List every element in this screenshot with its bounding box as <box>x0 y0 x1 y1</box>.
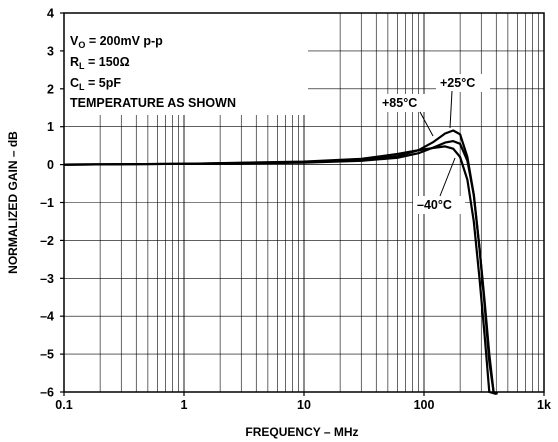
y-tick-label: –3 <box>40 272 54 286</box>
x-tick-label: 0.1 <box>55 398 72 412</box>
conditions-box <box>64 13 308 115</box>
y-tick-label: 1 <box>47 120 54 134</box>
leader-85 <box>419 111 434 137</box>
x-tick-label: 1k <box>537 398 551 412</box>
condition-rl: RL = 150Ω <box>70 55 130 71</box>
y-tick-label: –2 <box>40 234 54 248</box>
x-tick-label: 1 <box>181 398 188 412</box>
annotation-minus40c: –40°C <box>417 198 452 212</box>
series-line-0 <box>63 145 497 395</box>
label-85-bg <box>378 94 432 112</box>
condition-temperature: TEMPERATURE AS SHOWN <box>70 96 236 110</box>
x-axis-label: FREQUENCY – MHz <box>245 425 358 439</box>
y-tick-label: 3 <box>47 44 54 58</box>
x-tick-label: 10 <box>297 398 311 412</box>
condition-cl: CL = 5pF <box>70 76 121 92</box>
y-tick-label: 0 <box>47 158 54 172</box>
y-tick-label: 4 <box>47 7 54 21</box>
leader-25 <box>449 90 453 129</box>
leader-40 <box>439 157 456 197</box>
annotation-plus85c: +85°C <box>382 96 417 110</box>
y-tick-label: 2 <box>47 82 54 96</box>
y-tick-label: –6 <box>40 386 54 400</box>
y-tick-label: –5 <box>40 348 54 362</box>
label-25-bg <box>436 74 490 92</box>
y-axis-label: NORMALIZED GAIN – dB <box>6 131 20 274</box>
label-40-bg <box>413 196 465 214</box>
y-tick-label: –1 <box>40 196 54 210</box>
y-tick-label: –4 <box>40 310 54 324</box>
series-line-2 <box>63 140 498 395</box>
series-lines <box>63 129 498 395</box>
x-tick-label: 100 <box>414 398 435 412</box>
annotation-plus25c: +25°C <box>440 76 475 90</box>
condition-vo: VO = 200mV p-p <box>70 34 163 50</box>
